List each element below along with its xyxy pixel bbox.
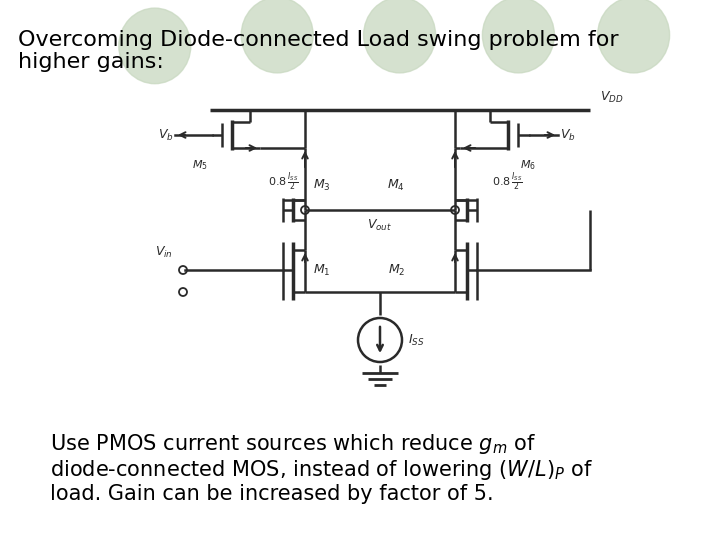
Text: $M_2$: $M_2$ [387,262,405,278]
Text: load. Gain can be increased by factor of 5.: load. Gain can be increased by factor of… [50,484,494,504]
Text: $V_{DD}$: $V_{DD}$ [600,90,624,105]
Text: Overcoming Diode-connected Load swing problem for: Overcoming Diode-connected Load swing pr… [18,30,618,50]
Text: $0.8\,\frac{I_{SS}}{2}$: $0.8\,\frac{I_{SS}}{2}$ [268,171,299,193]
Text: $M_1$: $M_1$ [313,262,330,278]
Text: $I_{SS}$: $I_{SS}$ [408,333,425,348]
Text: $M_5$: $M_5$ [192,158,208,172]
Ellipse shape [482,0,554,73]
Text: $M_6$: $M_6$ [520,158,536,172]
Text: $M_4$: $M_4$ [387,178,405,193]
Text: diode-connected MOS, instead of lowering $(W/L)_P$ of: diode-connected MOS, instead of lowering… [50,458,593,482]
Ellipse shape [119,8,191,84]
Text: $0.8\,\frac{I_{SS}}{2}$: $0.8\,\frac{I_{SS}}{2}$ [492,171,523,193]
Ellipse shape [241,0,313,73]
Text: $M_3$: $M_3$ [313,178,330,193]
Text: $V_b$: $V_b$ [560,127,576,143]
Text: Use PMOS current sources which reduce $g_m$ of: Use PMOS current sources which reduce $g… [50,432,536,456]
Text: $V_{in}$: $V_{in}$ [155,245,173,260]
Text: $V_{out}$: $V_{out}$ [367,218,392,233]
Ellipse shape [598,0,670,73]
Text: higher gains:: higher gains: [18,52,164,72]
Ellipse shape [364,0,436,73]
Text: $V_b$: $V_b$ [158,127,174,143]
